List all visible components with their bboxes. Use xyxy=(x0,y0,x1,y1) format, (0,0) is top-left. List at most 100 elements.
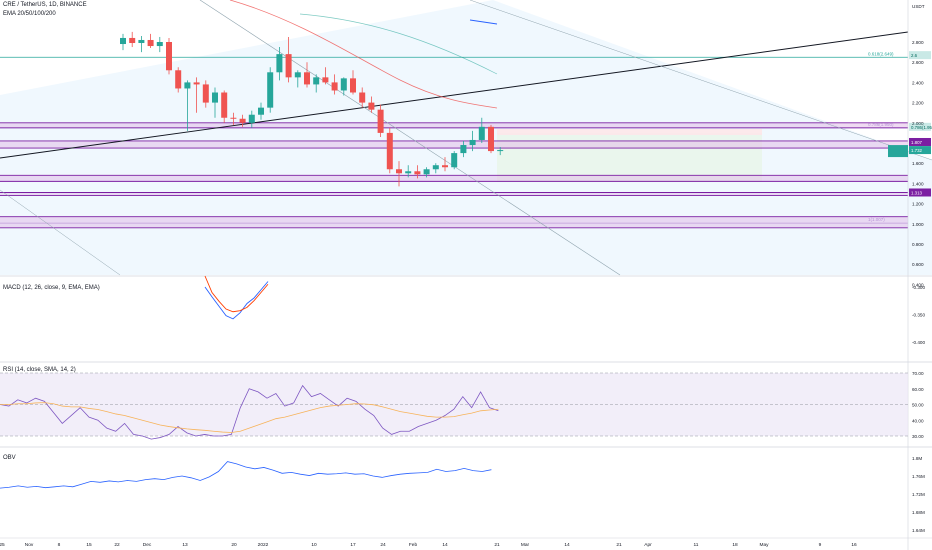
rsi-ma-line xyxy=(0,402,499,433)
candle-body xyxy=(488,126,494,152)
rsi-tick-2: 50.00 xyxy=(912,403,924,408)
price-tick-1: 2.600 xyxy=(912,60,924,65)
channel-line-a xyxy=(199,0,621,276)
candle-body xyxy=(423,169,430,175)
ema-50-line xyxy=(299,13,498,75)
macd-tick-1: -0.350 xyxy=(912,313,925,318)
price-badge-text-4: 1.313 xyxy=(911,190,923,195)
time-tick-16: 14 xyxy=(564,542,570,548)
price-tick-4: 2.000 xyxy=(912,121,924,126)
ema-legend[interactable]: EMA 20/50/100/200 xyxy=(3,11,56,17)
candle-body xyxy=(478,126,485,140)
candle-body xyxy=(239,118,246,123)
obv-legend[interactable]: OBV xyxy=(3,455,16,461)
time-tick-21: May xyxy=(759,542,769,548)
price-tick-0: 2.800 xyxy=(912,40,924,45)
macd-signal-line xyxy=(204,275,269,313)
time-tick-18: Apr xyxy=(644,542,652,548)
time-tick-9: 10 xyxy=(311,542,317,548)
macd-legend[interactable]: MACD (12, 26, close, 9, EMA, EMA) xyxy=(3,285,100,291)
candle-body xyxy=(359,92,366,103)
candle-body xyxy=(350,78,356,93)
time-tick-22: 9 xyxy=(819,542,822,548)
obv-tick-4: 1.64M xyxy=(912,528,925,533)
candle-body xyxy=(248,114,255,123)
sr-zone-1 xyxy=(0,140,908,149)
price-tick-10: 0.800 xyxy=(912,242,924,247)
sr-zone-3 xyxy=(0,192,908,196)
obv-tick-2: 1.72M xyxy=(912,492,925,497)
rsi-legend[interactable]: RSI (14, close, SMA, 14, 2) xyxy=(3,367,76,373)
channel-line-b xyxy=(0,189,121,276)
candle-body xyxy=(258,107,264,115)
sr-zone-4 xyxy=(0,216,908,228)
candle-body xyxy=(212,92,218,103)
symbol-legend[interactable]: CRE / TetherUS, 1D, BINANCE xyxy=(3,2,87,8)
trend-line xyxy=(0,31,909,159)
time-tick-7: 20 xyxy=(231,542,237,548)
candle-body xyxy=(432,165,439,170)
price-tick-3: 2.200 xyxy=(912,101,924,106)
time-tick-14: 21 xyxy=(494,542,500,548)
candle-body xyxy=(202,84,209,103)
price-badge-1 xyxy=(909,122,931,131)
rsi-tick-0: 70.00 xyxy=(912,371,924,376)
obv-tick-1: 1.76M xyxy=(912,474,925,479)
target-box-red xyxy=(497,129,762,135)
candle-body xyxy=(294,72,301,78)
candle-body xyxy=(313,77,320,85)
price-badge-0 xyxy=(909,51,931,60)
channel-line-c xyxy=(469,0,932,161)
time-tick-13: 14 xyxy=(442,542,448,548)
price-badge-3 xyxy=(909,146,931,155)
sr-zone-2 xyxy=(0,175,908,182)
ema-20-line xyxy=(229,0,498,109)
candle-body xyxy=(442,165,448,168)
time-tick-23: 16 xyxy=(851,542,857,548)
time-tick-1: Nov xyxy=(25,542,34,548)
target-box-green xyxy=(497,133,762,182)
price-badge-2 xyxy=(909,137,931,146)
macd-line xyxy=(204,281,269,320)
candle-body xyxy=(451,153,458,168)
candle-body xyxy=(120,37,126,45)
time-tick-6: 13 xyxy=(182,542,188,548)
price-tick-6: 1.600 xyxy=(912,161,924,166)
price-tick-12: 0.400 xyxy=(912,282,924,287)
macd-tick-0: -0.300 xyxy=(912,285,925,290)
price-badge-4 xyxy=(909,188,931,197)
candle-body xyxy=(267,72,274,108)
price-badge-text-3: 1.732 xyxy=(911,148,923,153)
candle-body xyxy=(368,102,375,110)
rsi-line xyxy=(0,384,499,440)
candle-body xyxy=(138,39,145,44)
candle-body xyxy=(304,72,310,85)
obv-tick-3: 1.68M xyxy=(912,510,925,515)
fib-label-0: 0.618(2.649) xyxy=(868,51,894,56)
time-tick-11: 24 xyxy=(380,542,386,548)
time-tick-0: 25 xyxy=(0,542,5,548)
time-tick-12: Feb xyxy=(409,542,418,548)
candle-body xyxy=(276,54,283,73)
price-tick-11: 0.600 xyxy=(912,262,924,267)
rsi-tick-3: 40.00 xyxy=(912,418,924,423)
candle-body xyxy=(396,169,402,174)
candle-body xyxy=(184,82,191,89)
candle-body xyxy=(156,42,163,47)
price-tick-2: 2.400 xyxy=(912,80,924,85)
current-price-tag xyxy=(888,145,908,158)
time-tick-10: 17 xyxy=(350,542,356,548)
candle-body xyxy=(221,92,228,118)
candle-body xyxy=(175,70,182,89)
candle-body xyxy=(322,77,329,83)
candle-body xyxy=(129,37,136,44)
price-badge-text-0: 2.6 xyxy=(911,53,918,58)
time-tick-8: 2022 xyxy=(258,542,269,548)
macd-tick-2: -0.400 xyxy=(912,340,925,345)
time-tick-3: 15 xyxy=(86,542,92,548)
candle-body xyxy=(166,42,172,71)
candle-body xyxy=(460,145,467,154)
candle-body xyxy=(386,132,393,170)
obv-tick-0: 1.8M xyxy=(912,456,922,461)
